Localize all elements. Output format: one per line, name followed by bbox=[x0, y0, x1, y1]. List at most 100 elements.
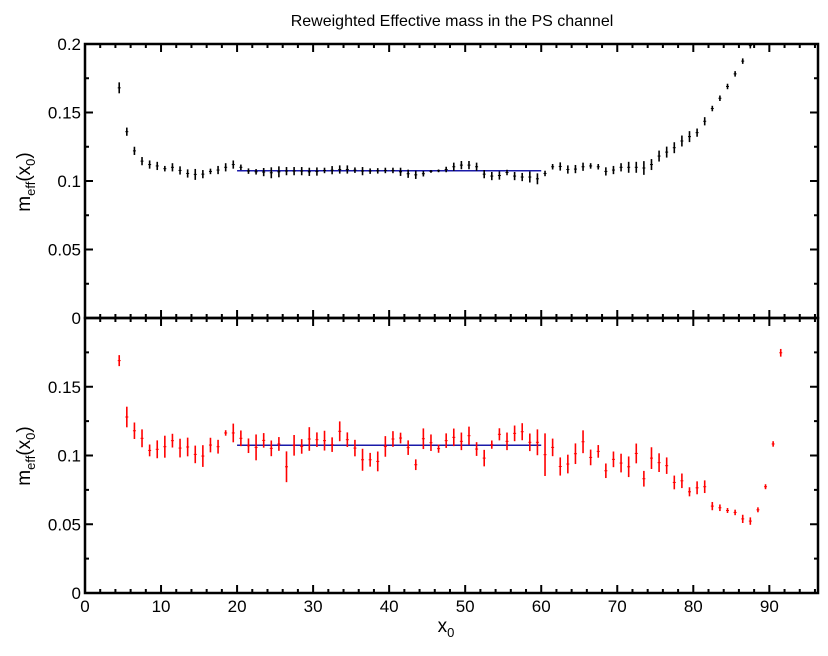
data-point bbox=[140, 429, 144, 448]
data-point bbox=[444, 433, 448, 448]
data-point bbox=[756, 507, 760, 513]
data-point bbox=[323, 167, 327, 174]
data-point bbox=[741, 514, 745, 524]
data-point bbox=[246, 438, 250, 454]
data-point bbox=[695, 128, 699, 137]
data-point bbox=[186, 169, 190, 178]
data-point bbox=[361, 167, 365, 176]
x-tick-label: 40 bbox=[380, 597, 399, 616]
data-point bbox=[497, 428, 501, 441]
data-point bbox=[224, 430, 228, 436]
data-point bbox=[535, 173, 539, 185]
data-point bbox=[231, 160, 235, 169]
data-point bbox=[186, 437, 190, 457]
data-point bbox=[687, 487, 691, 497]
data-point bbox=[383, 436, 387, 457]
data-point bbox=[764, 484, 768, 490]
data-point bbox=[421, 428, 425, 450]
data-point bbox=[277, 437, 281, 451]
data-point bbox=[338, 165, 342, 174]
data-point bbox=[452, 162, 456, 171]
data-point bbox=[315, 167, 319, 176]
data-point bbox=[246, 168, 250, 174]
data-point bbox=[201, 170, 205, 179]
data-point bbox=[520, 423, 524, 441]
data-point bbox=[779, 348, 783, 357]
data-point bbox=[695, 481, 699, 495]
data-point bbox=[307, 427, 311, 451]
data-point bbox=[277, 166, 281, 178]
data-point bbox=[254, 434, 258, 461]
data-point bbox=[528, 433, 532, 452]
data-point bbox=[437, 169, 441, 173]
data-point bbox=[627, 161, 631, 173]
data-point bbox=[383, 167, 387, 174]
data-point bbox=[178, 438, 182, 458]
data-point bbox=[216, 439, 220, 454]
data-point bbox=[300, 439, 304, 454]
data-point bbox=[208, 437, 212, 453]
data-point bbox=[467, 426, 471, 445]
y-tick-label: 0 bbox=[72, 309, 81, 328]
data-point bbox=[307, 167, 311, 176]
data-point bbox=[596, 445, 600, 458]
data-point bbox=[345, 165, 349, 174]
data-point bbox=[368, 168, 372, 174]
x-tick-label: 90 bbox=[760, 597, 779, 616]
data-point bbox=[710, 501, 714, 511]
data-point bbox=[596, 164, 600, 170]
data-point bbox=[703, 480, 707, 494]
data-point bbox=[459, 160, 463, 170]
y-tick-label: 0.05 bbox=[48, 241, 81, 260]
data-point bbox=[649, 159, 653, 171]
bottom-panel: 0 0.05 0.1 0.15 0 10 20 30 40 50 60 70 80 90 bbox=[48, 316, 820, 616]
plot-frame bbox=[83, 42, 820, 320]
data-point bbox=[611, 451, 615, 468]
data-point bbox=[292, 435, 296, 456]
data-point bbox=[657, 150, 661, 162]
data-point bbox=[224, 163, 228, 172]
data-point bbox=[254, 169, 258, 175]
data-point bbox=[604, 463, 608, 479]
data-point bbox=[284, 167, 288, 176]
data-point bbox=[345, 432, 349, 447]
data-point bbox=[353, 167, 357, 173]
y-tick-label: 0 bbox=[72, 584, 81, 603]
data-point bbox=[201, 445, 205, 467]
y-tick-label: 0.15 bbox=[48, 378, 81, 397]
data-point bbox=[642, 161, 646, 175]
data-point bbox=[262, 433, 266, 448]
data-point bbox=[619, 163, 623, 172]
data-point bbox=[163, 435, 167, 458]
data-point bbox=[748, 44, 752, 49]
data-point bbox=[581, 162, 585, 171]
data-point bbox=[627, 456, 631, 478]
data-point bbox=[170, 163, 174, 172]
x-tick-label: 50 bbox=[456, 597, 475, 616]
data-point bbox=[216, 165, 220, 175]
data-point bbox=[239, 164, 243, 171]
data-point bbox=[642, 470, 646, 487]
data-point bbox=[611, 165, 615, 175]
data-point bbox=[193, 445, 197, 464]
y-tick-label: 0.2 bbox=[57, 35, 81, 54]
data-point bbox=[665, 457, 669, 474]
data-point bbox=[687, 131, 691, 143]
data-point bbox=[589, 449, 593, 466]
data-point bbox=[292, 167, 296, 176]
data-point bbox=[680, 135, 684, 147]
data-point bbox=[475, 442, 479, 456]
data-point bbox=[376, 451, 380, 472]
top-y-axis-label: meff(x0) bbox=[14, 152, 38, 211]
data-point bbox=[528, 171, 532, 183]
data-point bbox=[117, 82, 121, 94]
data-point bbox=[444, 166, 448, 173]
data-point bbox=[421, 170, 425, 177]
data-point bbox=[406, 440, 410, 455]
x-tick-label: 30 bbox=[304, 597, 323, 616]
data-point bbox=[680, 473, 684, 489]
data-point bbox=[323, 430, 327, 451]
data-point bbox=[505, 169, 509, 176]
data-point bbox=[581, 430, 585, 454]
